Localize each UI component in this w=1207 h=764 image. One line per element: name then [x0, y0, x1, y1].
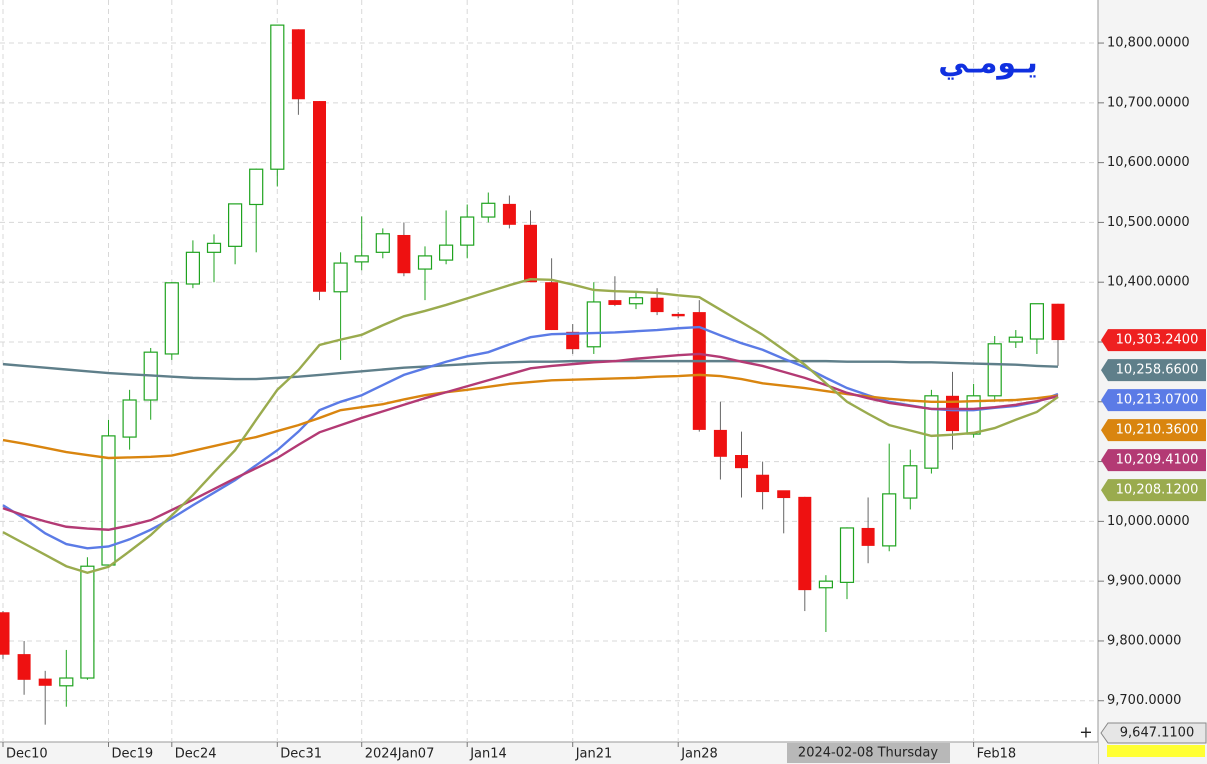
candle-body	[1029, 303, 1045, 340]
value-tag	[1101, 359, 1206, 382]
candle-body	[59, 677, 74, 687]
candle-body	[1008, 336, 1023, 343]
y-tick-label: 10,800.0000	[1107, 36, 1190, 51]
candle-body	[17, 654, 31, 680]
value-tag-label: 10,258.6600	[1116, 363, 1199, 378]
x-tick-label: Jan21	[575, 747, 613, 762]
y-tick-label: 10,600.0000	[1107, 155, 1190, 170]
candle-body	[164, 282, 179, 355]
ma-line	[2, 278, 1059, 575]
x-tick-label: Jan28	[680, 747, 718, 762]
value-tag	[1101, 329, 1206, 352]
x-tick-label: Dec31	[280, 747, 322, 762]
candle-body	[946, 395, 959, 432]
candle-body	[291, 29, 305, 100]
value-tag-label: 10,303.2400	[1116, 333, 1199, 348]
ma-line	[2, 352, 1059, 531]
ma-line	[2, 325, 1059, 550]
plot-background	[0, 0, 1098, 764]
x-tick-label: 2024Jan07	[365, 747, 435, 762]
value-tag	[1101, 479, 1206, 502]
candle-body	[545, 282, 559, 331]
candle-body	[0, 612, 10, 655]
candle-body	[375, 233, 390, 253]
candle-body	[735, 455, 748, 469]
value-tag-label: 10,209.4100	[1116, 453, 1199, 468]
candle-body	[185, 251, 200, 285]
cursor-date-tag	[787, 743, 950, 763]
candle-body	[777, 490, 791, 499]
plus-button[interactable]: +	[1079, 723, 1092, 742]
candle-body	[481, 202, 496, 218]
cursor-price-label: 9,647.1100	[1120, 726, 1194, 741]
candle-body	[692, 312, 706, 430]
candle-body	[798, 496, 812, 591]
candle-body	[313, 101, 326, 292]
value-tag-label: 10,213.0700	[1116, 393, 1199, 408]
candle-body	[524, 224, 537, 283]
candle-body	[1051, 303, 1065, 341]
candle-body	[122, 399, 137, 438]
cursor-price-tag	[1100, 722, 1207, 744]
x-tick-label: Dec10	[6, 747, 48, 762]
candle-body	[839, 527, 855, 583]
labels: 10,303.2400 10,258.6600 10,213.0700 10,210.…	[787, 329, 1207, 763]
candle-body	[987, 343, 1002, 397]
candle-body	[101, 435, 116, 566]
candle-body	[903, 465, 918, 499]
y-tick-label: 10,000.0000	[1107, 514, 1190, 529]
candle-body	[924, 395, 939, 469]
cursor-date-label: 2024-02-08 Thursday	[798, 746, 938, 761]
candle-body	[756, 474, 770, 493]
candle-body	[333, 262, 348, 293]
value-tag	[1101, 389, 1206, 412]
price-axis-panel	[1098, 0, 1207, 764]
candle-body	[608, 300, 622, 305]
marks	[0, 24, 1065, 725]
ma-line	[2, 373, 1059, 460]
candle-body	[650, 297, 664, 313]
chart-title: يـومـي	[938, 46, 1038, 81]
candle-body	[586, 301, 601, 348]
candle-body	[206, 242, 222, 253]
candle-body	[439, 244, 454, 261]
y-tick-label: 9,700.0000	[1107, 693, 1181, 708]
candle-body	[882, 493, 897, 547]
candle-body	[249, 168, 264, 206]
candle-body	[228, 203, 243, 247]
value-tag-label: 10,208.1200	[1116, 483, 1199, 498]
candle-body	[270, 24, 285, 170]
candle-body	[38, 678, 52, 686]
ma-line	[2, 359, 1059, 381]
y-tick-label: 10,400.0000	[1107, 275, 1190, 290]
cursor-marker	[1107, 745, 1205, 757]
value-tag-label: 10,210.3600	[1116, 423, 1199, 438]
candle-body	[460, 216, 475, 246]
candle-body	[417, 255, 433, 270]
x-tick-label: Dec24	[175, 747, 217, 762]
candle-body	[818, 580, 834, 589]
candle-body	[80, 565, 95, 679]
candle-body	[713, 429, 727, 457]
candle-body	[671, 313, 685, 317]
y-tick-label: 10,500.0000	[1107, 215, 1190, 230]
value-tag	[1101, 449, 1206, 472]
x-tick-label: Feb18	[977, 747, 1017, 762]
y-tick-label: 9,800.0000	[1107, 633, 1181, 648]
candle-body	[566, 331, 580, 350]
x-tick-label: Jan14	[469, 747, 507, 762]
y-tick-label: 9,900.0000	[1107, 574, 1181, 589]
value-tag	[1101, 419, 1206, 442]
candle-body	[397, 234, 411, 274]
candle-body	[502, 203, 516, 225]
candle-body	[861, 527, 875, 546]
candle-body	[354, 255, 369, 263]
x-tick-label: Dec19	[112, 747, 154, 762]
y-tick-label: 10,700.0000	[1107, 95, 1190, 110]
candle-body	[628, 297, 644, 305]
